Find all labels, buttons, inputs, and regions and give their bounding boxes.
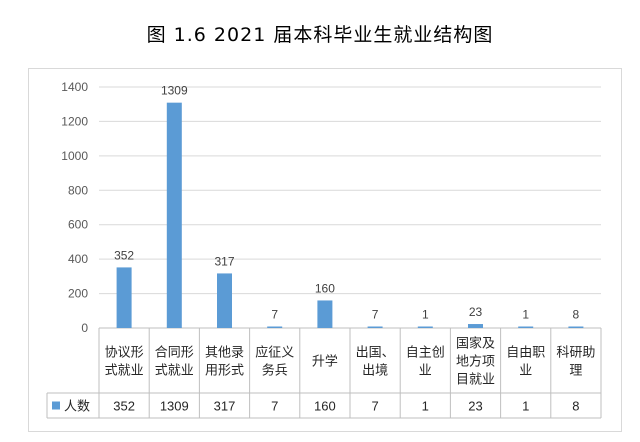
bar (367, 326, 383, 328)
legend-swatch (52, 401, 60, 410)
table-value: 7 (371, 399, 378, 414)
category-label: 升学 (312, 354, 338, 370)
y-tick-label: 0 (81, 321, 88, 335)
category-label: 科研助 (556, 346, 595, 361)
data-label: 1 (422, 308, 429, 322)
data-label: 23 (469, 305, 483, 319)
category-label: 式就业 (155, 364, 194, 379)
bar (518, 326, 534, 328)
bar (317, 300, 333, 328)
category-label: 出境 (362, 364, 388, 379)
data-label: 7 (372, 308, 379, 322)
bar (166, 102, 182, 328)
category-label: 式就业 (105, 364, 144, 379)
y-tick-label: 1200 (61, 114, 88, 128)
category-label: 用形式 (205, 364, 244, 379)
category-label: 合同形 (155, 346, 194, 361)
category-label: 应征义 (255, 345, 294, 361)
y-tick-label: 400 (68, 252, 88, 266)
data-label: 7 (271, 308, 278, 322)
table-value: 1309 (160, 399, 189, 414)
data-label: 317 (214, 254, 234, 268)
category-label: 地方项 (456, 354, 495, 370)
bar (468, 324, 483, 328)
table-value: 317 (214, 399, 236, 414)
table-value: 1 (522, 399, 529, 414)
y-tick-label: 1000 (61, 149, 88, 163)
data-label: 8 (573, 308, 580, 322)
data-label: 160 (315, 281, 335, 295)
y-tick-label: 600 (68, 218, 88, 232)
table-value: 352 (113, 399, 135, 414)
bar (568, 326, 584, 328)
chart-frame (28, 68, 622, 432)
category-label: 务兵 (262, 363, 288, 379)
table-value: 8 (572, 399, 579, 414)
bar (417, 326, 433, 328)
category-label: 目就业 (456, 373, 495, 388)
y-tick-label: 1400 (61, 80, 88, 94)
category-label: 其他录 (205, 346, 244, 361)
chart-title: 图 1.6 2021 届本科毕业生就业结构图 (146, 24, 494, 46)
category-label: 自主创 (406, 346, 445, 361)
legend-label: 人数 (64, 400, 90, 415)
data-label: 1309 (161, 84, 188, 98)
category-label: 业 (519, 364, 532, 379)
table-value: 7 (271, 399, 278, 414)
table-value: 160 (314, 399, 336, 414)
y-tick-label: 800 (68, 183, 88, 197)
category-label: 自由职 (506, 346, 545, 361)
y-tick-label: 200 (68, 287, 88, 301)
category-label: 业 (419, 364, 432, 379)
bar (116, 267, 132, 328)
bar (217, 273, 232, 328)
category-label: 协议形 (105, 346, 144, 361)
table-value: 1 (422, 399, 429, 414)
category-label: 国家及 (456, 336, 495, 352)
table-value: 23 (468, 399, 482, 414)
category-label: 理 (569, 364, 582, 379)
bar (267, 326, 283, 328)
data-label: 1 (522, 308, 529, 322)
data-label: 352 (114, 248, 134, 262)
category-label: 出国、 (356, 346, 395, 361)
